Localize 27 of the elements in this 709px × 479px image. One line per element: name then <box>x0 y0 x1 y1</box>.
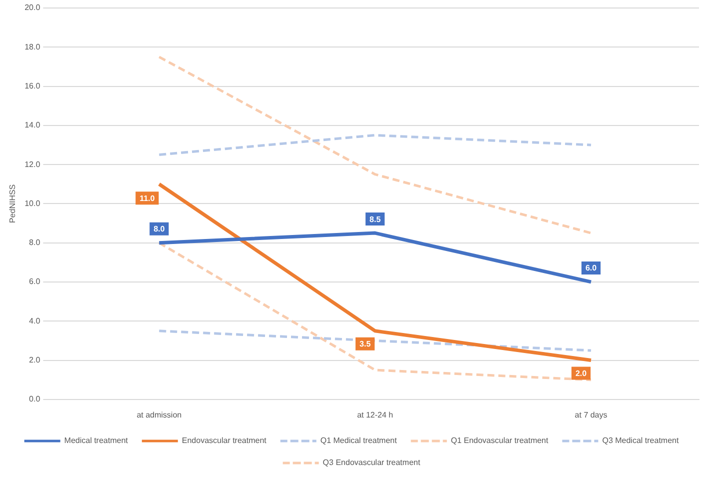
legend-label: Q3 Medical treatment <box>602 436 680 446</box>
data-label: 6.0 <box>585 264 598 273</box>
y-tick-label: 0.0 <box>29 394 41 404</box>
x-tick-label: at 12-24 h <box>357 410 394 420</box>
y-tick-label: 4.0 <box>29 316 41 326</box>
x-tick-label: at 7 days <box>574 410 608 420</box>
legend-label: Q1 Medical treatment <box>320 436 398 446</box>
x-tick-label: at admission <box>136 410 182 420</box>
data-label: 8.0 <box>154 224 166 234</box>
y-axis-title: PedNIHSS <box>8 184 18 224</box>
data-label: 11.0 <box>140 194 156 203</box>
y-tick-label: 12.0 <box>24 160 41 169</box>
legend-label: Medical treatment <box>64 436 129 446</box>
y-tick-label: 20.0 <box>24 3 41 12</box>
legend-label: Q1 Endovascular treatment <box>450 436 550 446</box>
data-label: 3.5 <box>360 340 372 349</box>
data-label: 8.5 <box>370 214 382 224</box>
y-tick-label: 18.0 <box>24 42 41 52</box>
y-tick-label: 2.0 <box>29 355 41 364</box>
data-label: 2.0 <box>575 368 588 378</box>
y-tick-label: 16.0 <box>24 81 41 90</box>
y-tick-label: 14.0 <box>24 120 41 130</box>
legend-label: Endovascular treatment <box>182 436 268 446</box>
y-tick-label: 10.0 <box>24 198 41 208</box>
y-tick-label: 6.0 <box>29 277 41 286</box>
y-tick-label: 8.0 <box>29 238 41 248</box>
legend-label: Q3 Endovascular treatment <box>322 458 421 468</box>
